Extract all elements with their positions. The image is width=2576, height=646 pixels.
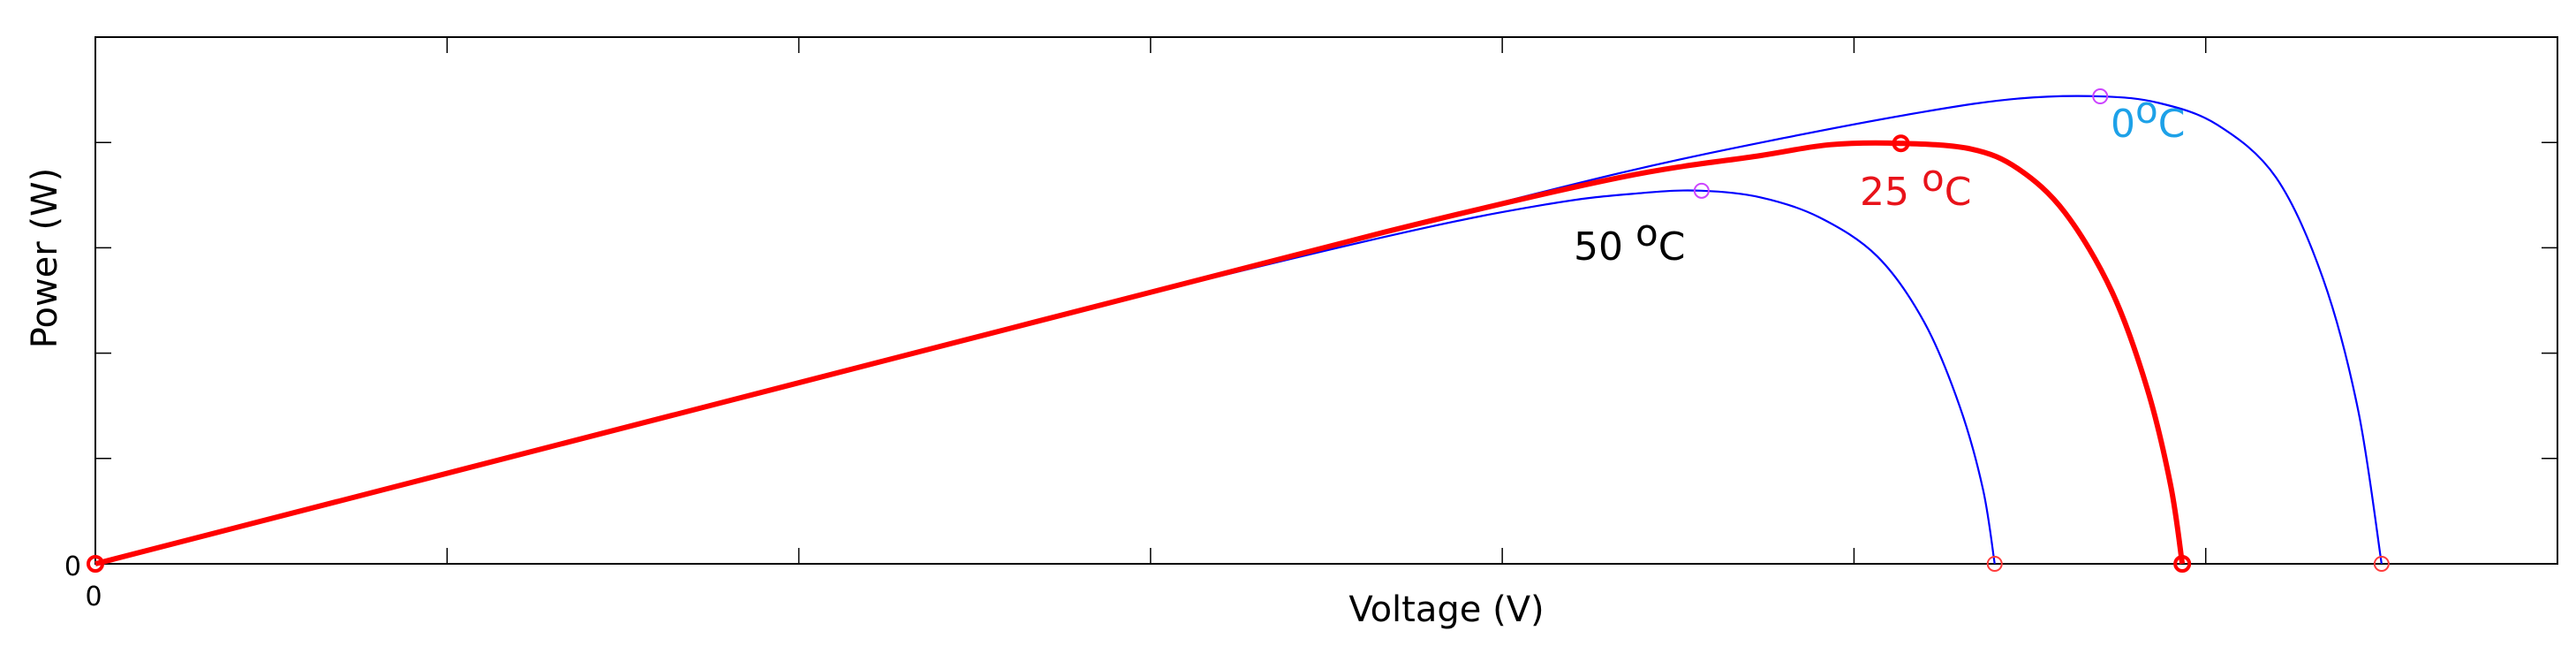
mpp-marker-0 — [2092, 88, 2109, 105]
mpp-marker-2 — [1693, 182, 1710, 199]
series-layer — [94, 95, 2383, 566]
voc-marker-1 — [2173, 555, 2192, 573]
series-label-0c: 0oC — [2111, 88, 2185, 147]
series-line-1 — [94, 140, 2186, 566]
voc-marker-0 — [2373, 556, 2390, 572]
voc-marker-2 — [1986, 556, 2003, 572]
marker-layer — [87, 88, 2390, 573]
mpp-marker-1 — [1892, 134, 1910, 153]
origin-marker — [87, 555, 104, 573]
y-axis-label: Power (W) — [25, 168, 65, 348]
plot-background — [94, 36, 2558, 565]
series-label-25c: 25 oC — [1860, 156, 1971, 215]
axis-ticks — [95, 37, 2557, 564]
y-tick-label-0: 0 — [64, 551, 81, 582]
x-tick-label-0: 0 — [85, 581, 102, 612]
series-label-50c: 50 oC — [1574, 211, 1685, 270]
x-axis-label: Voltage (V) — [1348, 589, 1544, 630]
